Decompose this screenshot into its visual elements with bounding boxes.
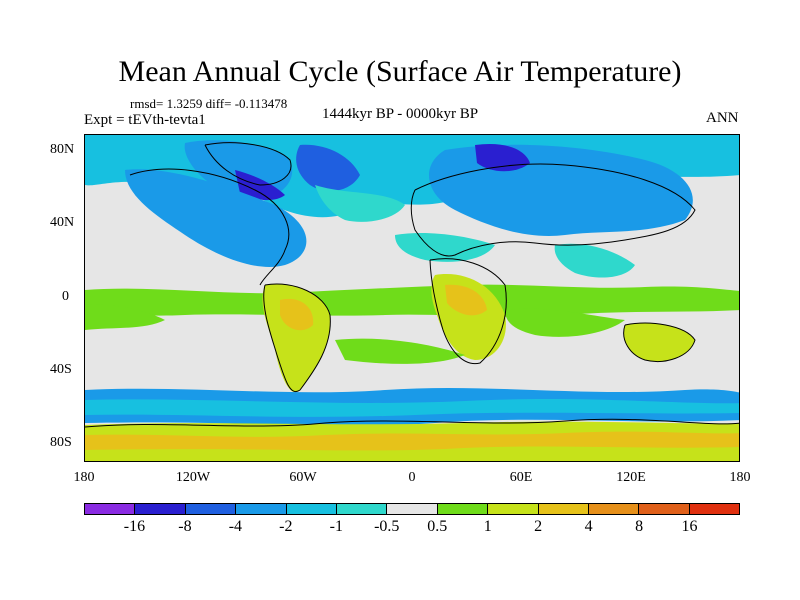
map-canvas [85,135,739,461]
stats-text: rmsd= 1.3259 diff= -0.113478 [130,96,288,111]
lon-label: 180 [729,470,751,485]
colorbar-swatch [488,504,539,514]
colorbar-swatch [437,504,489,514]
season-label: ANN [706,110,739,126]
colorbar-swatch [185,504,237,514]
colorbar-swatch [85,504,136,514]
chart-title: Mean Annual Cycle (Surface Air Temperatu… [118,55,682,88]
colorbar-swatch [387,504,438,514]
lon-label: 0 [408,470,416,485]
colorbar-swatch [135,504,186,514]
lat-label: 80N [50,142,75,157]
colorbar-label: -1 [329,518,343,535]
colorbar-swatch [588,504,640,514]
colorbar-label: -8 [178,518,192,535]
colorbar-label: 0.5 [427,518,448,535]
experiment-label: Expt = tEVth-tevta1 [84,112,206,128]
colorbar-swatch [286,504,337,514]
colorbar-swatch [689,504,740,514]
colorbar-swatch [538,504,589,514]
colorbar-label: 16 [681,518,698,535]
colorbar-label: -16 [123,518,146,535]
colorbar [84,503,740,515]
lon-label: 120W [175,470,211,485]
colorbar-swatch [236,504,287,514]
colorbar-label: 4 [584,518,593,535]
colorbar-label: 1 [483,518,492,535]
colorbar-label: 8 [635,518,644,535]
lat-label: 0 [62,289,69,304]
lon-label: 60E [509,470,533,485]
lat-label: 40S [50,362,72,377]
lon-label: 60W [289,470,317,485]
lon-label: 120E [616,470,646,485]
colorbar-label: -2 [279,518,293,535]
colorbar-label: -4 [228,518,243,535]
lat-label: 40N [50,215,75,230]
colorbar-swatch [336,504,388,514]
colorbar-swatch [639,504,690,514]
colorbar-label: 2 [534,518,543,535]
period-label: 1444kyr BP - 0000kyr BP [322,106,479,122]
lat-label: 80S [50,435,72,450]
lon-label: 180 [73,470,95,485]
colorbar-label: -0.5 [374,518,400,535]
temperature-difference-map [84,134,740,462]
